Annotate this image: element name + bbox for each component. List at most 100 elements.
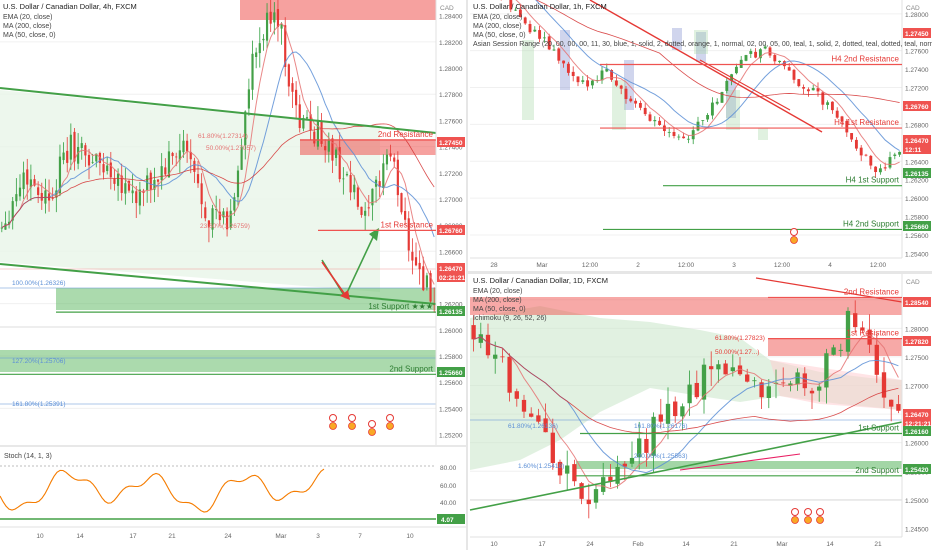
session-box — [612, 80, 626, 130]
candle-body — [414, 257, 418, 266]
candle-body — [644, 438, 649, 453]
resistance-zone — [470, 297, 902, 315]
candle-body — [874, 166, 878, 173]
x-tick-label: 28 — [490, 262, 498, 269]
price-tag — [903, 221, 931, 231]
candle-body — [164, 167, 167, 175]
x-tick-label: 21 — [874, 541, 882, 548]
price-tag — [903, 418, 931, 428]
candle-body — [754, 51, 758, 58]
candle-body — [500, 356, 505, 358]
price-tag-label: 1.25420 — [905, 467, 929, 474]
candle-body — [87, 154, 91, 166]
candle-body — [706, 114, 710, 120]
candle-body — [396, 159, 399, 196]
stochastic-panel: Stoch (14, 1, 3)80.0060.0040.0020.004.07… — [0, 445, 466, 540]
x-tick-label: 12:00 — [870, 262, 887, 269]
price-axis — [902, 274, 932, 537]
x-tick-label: 7 — [358, 533, 362, 540]
ema-20-line — [515, 0, 900, 165]
candle-body — [634, 100, 638, 104]
candle-body — [854, 139, 858, 149]
panel-left: 100.00%(1.26326) 23.60%(1.26759) 127.20%(1… — [0, 0, 466, 445]
price-tag-label: 02:21:21 — [439, 275, 465, 282]
chart-title: U.S. Dollar / Canadian Dollar, 1D, FXCM — [473, 276, 608, 285]
candle-body — [331, 138, 334, 161]
x-tick-label: 17 — [129, 533, 137, 540]
candle-body — [273, 12, 276, 23]
indicator-label: MA (50, close, 0) — [473, 306, 526, 313]
candle-body — [156, 179, 160, 182]
candle-body — [528, 24, 532, 33]
candle-body — [175, 156, 178, 158]
candle-body — [766, 386, 771, 398]
candle-body — [493, 354, 498, 359]
fib-label: 23.60%(1.26759) — [200, 223, 250, 230]
candle-body — [744, 55, 748, 61]
price-tag — [903, 168, 931, 178]
candle-body — [651, 416, 656, 456]
stoch-line — [0, 468, 325, 513]
candle-body — [284, 25, 287, 67]
price-tag — [903, 28, 931, 38]
price-tag-label: 1.26160 — [905, 429, 929, 436]
event-flag-icon — [368, 420, 376, 428]
price-tag — [437, 263, 465, 273]
candle-body — [864, 154, 868, 156]
event-flag-icon — [386, 414, 394, 422]
candle-body — [265, 12, 269, 41]
candle-body — [763, 46, 767, 49]
candle-body — [215, 209, 218, 211]
candle-body — [550, 432, 555, 463]
candle-body — [62, 152, 65, 161]
candle-body — [58, 156, 62, 194]
candle-body — [471, 325, 476, 340]
level-label: 2nd Resistance — [844, 287, 900, 296]
candle-body — [658, 414, 663, 422]
candle-body — [601, 477, 606, 492]
ma-200-line — [1, 123, 435, 228]
candle-body — [696, 121, 700, 131]
level-label: 1st Resistance — [847, 329, 900, 338]
candle-body — [233, 197, 236, 211]
candle-body — [77, 146, 80, 164]
y-tick-label: 1.26000 — [905, 196, 929, 203]
candle-body — [542, 37, 546, 39]
candle-body — [37, 187, 40, 195]
candle-body — [547, 36, 551, 50]
x-tick-label: Mar — [536, 262, 548, 269]
stoch-label: Stoch (14, 1, 3) — [4, 453, 52, 460]
candle-body — [802, 373, 807, 389]
chart-title: U.S. Dollar / Canadian Dollar, 1h, FXCM — [473, 2, 607, 11]
candle-body — [371, 188, 374, 206]
x-tick-label: 14 — [682, 541, 690, 548]
candle-body — [385, 154, 389, 165]
candle-body — [276, 9, 280, 27]
session-box — [560, 30, 570, 90]
x-tick-label: 12:00 — [678, 262, 695, 269]
candle-body — [418, 262, 421, 270]
candle-body — [802, 87, 806, 89]
price-tag-label: 1.26135 — [905, 171, 929, 178]
candle-body — [309, 114, 312, 131]
price-tag — [903, 464, 931, 474]
candle-body — [247, 89, 250, 109]
session-box — [726, 80, 736, 118]
candle-body — [581, 80, 585, 82]
stoch-y-tick: 60.00 — [440, 483, 457, 490]
candle-body — [614, 80, 618, 86]
candle-body — [701, 120, 705, 121]
x-tick-label: 3 — [732, 262, 736, 269]
y-tick-label: 1.27200 — [905, 86, 929, 93]
arrowhead — [369, 228, 379, 241]
candle-body — [240, 146, 243, 170]
candle-body — [593, 489, 599, 503]
x-tick-label: 10 — [36, 533, 44, 540]
candle-body — [204, 207, 207, 219]
candle-body — [840, 116, 844, 122]
candle-body — [716, 364, 721, 370]
candle-body — [571, 71, 575, 77]
candle-body — [26, 169, 29, 185]
candle-body — [889, 399, 894, 407]
